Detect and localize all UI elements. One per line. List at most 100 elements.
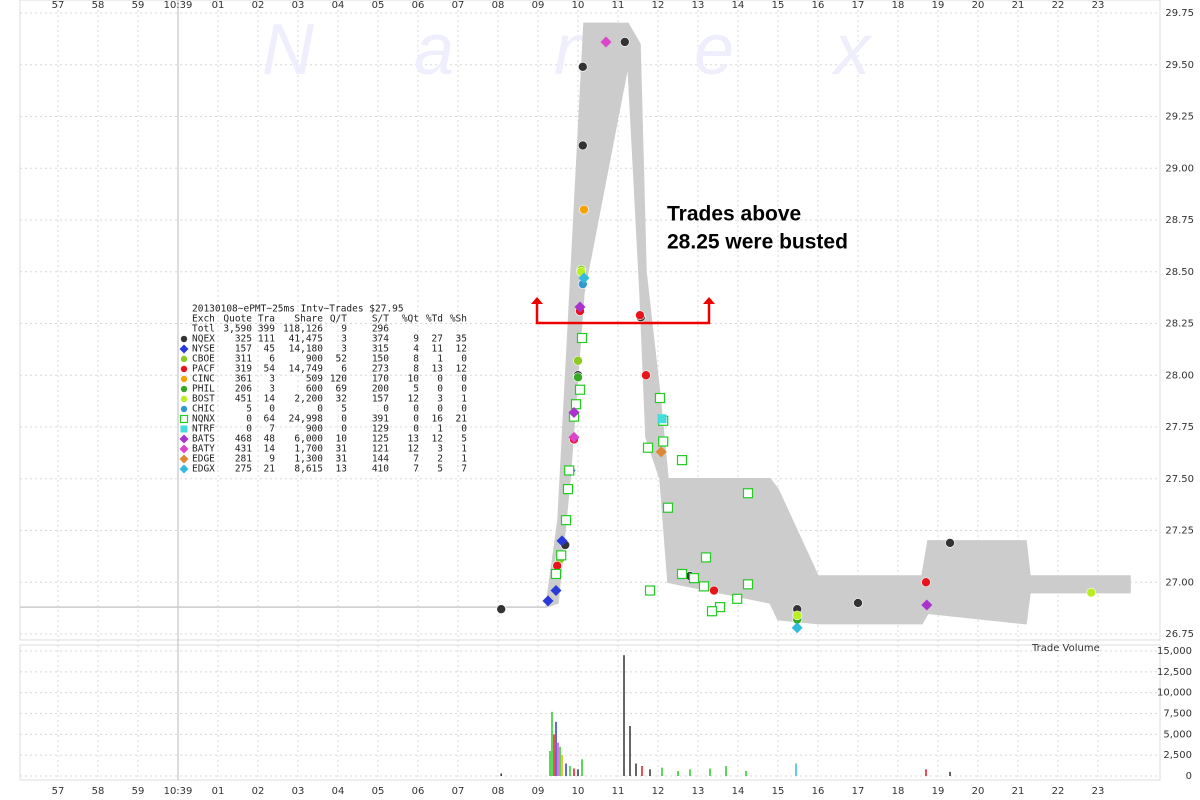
x-tick-label: 19 — [932, 786, 945, 797]
trade-point — [564, 465, 575, 476]
stats-cell: 12 — [456, 364, 467, 375]
stats-cell: 8 — [413, 354, 419, 365]
volume-bar — [549, 751, 551, 776]
y-tick-label: 28.75 — [1165, 215, 1194, 226]
trade-point — [573, 372, 583, 383]
stats-cell: 1 — [461, 454, 467, 465]
x-tick-label: 02 — [252, 786, 265, 797]
bracket-line — [535, 303, 711, 325]
stats-cell: 3 — [437, 394, 443, 405]
stats-cell: 0 — [437, 404, 443, 415]
stats-cell: 3 — [269, 384, 275, 395]
trade-point — [556, 550, 567, 561]
stats-total-label: Totl — [192, 324, 215, 335]
trade-point — [642, 442, 654, 453]
stats-cell: 54 — [264, 364, 276, 375]
stats-header: Tra — [258, 314, 275, 325]
stats-cell: 41,475 — [289, 334, 323, 345]
x-tick-label: 12 — [652, 0, 665, 11]
stats-cell: 12 — [432, 434, 443, 445]
volume-bar — [649, 769, 651, 776]
stats-cell: 9 — [269, 454, 275, 465]
stats-cell: 200 — [372, 384, 389, 395]
stats-cell: 45 — [264, 344, 275, 355]
trade-point — [568, 407, 580, 419]
y-tick-label: 29.00 — [1165, 163, 1194, 174]
stats-cell: 273 — [372, 364, 389, 375]
trade-point — [574, 384, 586, 395]
stats-cell: 451 — [235, 394, 252, 405]
x-tick-label: 23 — [1092, 786, 1105, 797]
x-tick-label: 17 — [852, 0, 865, 11]
x-tick-label: 08 — [492, 786, 505, 797]
trade-point — [644, 585, 656, 596]
legend-marker — [179, 344, 189, 354]
stats-cell: 6 — [269, 354, 275, 365]
volume-bar — [553, 734, 555, 776]
stats-cell: 6 — [341, 364, 347, 375]
x-tick-label: 05 — [372, 786, 385, 797]
x-tick-label: 01 — [212, 0, 225, 11]
x-tick-label: 11 — [612, 0, 625, 11]
stats-cell: 325 — [235, 334, 252, 345]
trade-point — [655, 446, 667, 458]
stats-cell: 120 — [330, 374, 347, 385]
trade-point — [560, 515, 572, 526]
stats-header: Share — [294, 314, 323, 325]
watermark: N a n e x — [262, 10, 910, 90]
legend-label: BATS — [192, 434, 215, 445]
y2-tick-label: 5,000 — [1163, 729, 1192, 740]
y2-tick-label: 12,500 — [1157, 667, 1192, 678]
stats-cell: 35 — [456, 334, 467, 345]
volume-bar — [677, 771, 679, 776]
x-tick-label: 16 — [812, 786, 825, 797]
stats-cell: 52 — [336, 354, 347, 365]
trade-point — [619, 37, 630, 47]
stats-cell: 10 — [336, 434, 348, 445]
x-tick-label: 20 — [972, 0, 985, 11]
x-tick-label: 14 — [732, 786, 745, 797]
legend-label: CBOE — [192, 354, 215, 365]
stats-cell: 206 — [235, 384, 252, 395]
legend-label: EDGX — [192, 464, 215, 475]
stats-total: 399 — [258, 324, 275, 335]
stats-cell: 121 — [372, 444, 389, 455]
x-tick-label: 57 — [52, 0, 65, 11]
volume-bar — [555, 721, 557, 776]
stats-cell: 1 — [461, 444, 467, 455]
stats-cell: 8,615 — [294, 464, 323, 475]
x-tick-label: 03 — [292, 786, 305, 797]
x-tick-label: 07 — [452, 786, 465, 797]
stats-cell: 111 — [258, 334, 275, 345]
x-tick-label: 14 — [732, 0, 745, 11]
volume-bar — [689, 769, 691, 776]
stats-header: %Qt — [402, 314, 419, 325]
stats-total: 3,590 — [223, 324, 252, 335]
volume-bar — [629, 726, 631, 776]
stats-cell: 16 — [432, 414, 444, 425]
trade-point — [552, 560, 563, 571]
legend-marker — [180, 395, 188, 403]
x-tick-label: 18 — [892, 786, 905, 797]
x-tick-label: 06 — [412, 786, 425, 797]
legend-marker — [179, 464, 189, 474]
x-tick-label: 10 — [572, 0, 585, 11]
trade-point — [792, 610, 803, 621]
stats-total: 9 — [341, 324, 347, 335]
trade-point — [945, 538, 955, 548]
stats-cell: 0 — [246, 424, 252, 435]
stats-cell: 5 — [246, 404, 252, 415]
legend-label: NTRF — [192, 424, 215, 435]
volume-bar — [745, 771, 747, 776]
x-tick-label: 11 — [612, 786, 625, 797]
stats-cell: 0 — [246, 414, 252, 425]
y2-tick-label: 2,500 — [1163, 750, 1192, 761]
y-tick-label: 28.50 — [1165, 267, 1194, 278]
x-tick-label: 58 — [92, 0, 105, 11]
x-tick-label: 57 — [52, 786, 65, 797]
stats-cell: 468 — [235, 434, 252, 445]
x-tick-label: 19 — [932, 0, 945, 11]
stats-header: %Sh — [450, 314, 467, 325]
stats-header: Exch — [192, 314, 215, 325]
trade-point — [654, 392, 666, 404]
